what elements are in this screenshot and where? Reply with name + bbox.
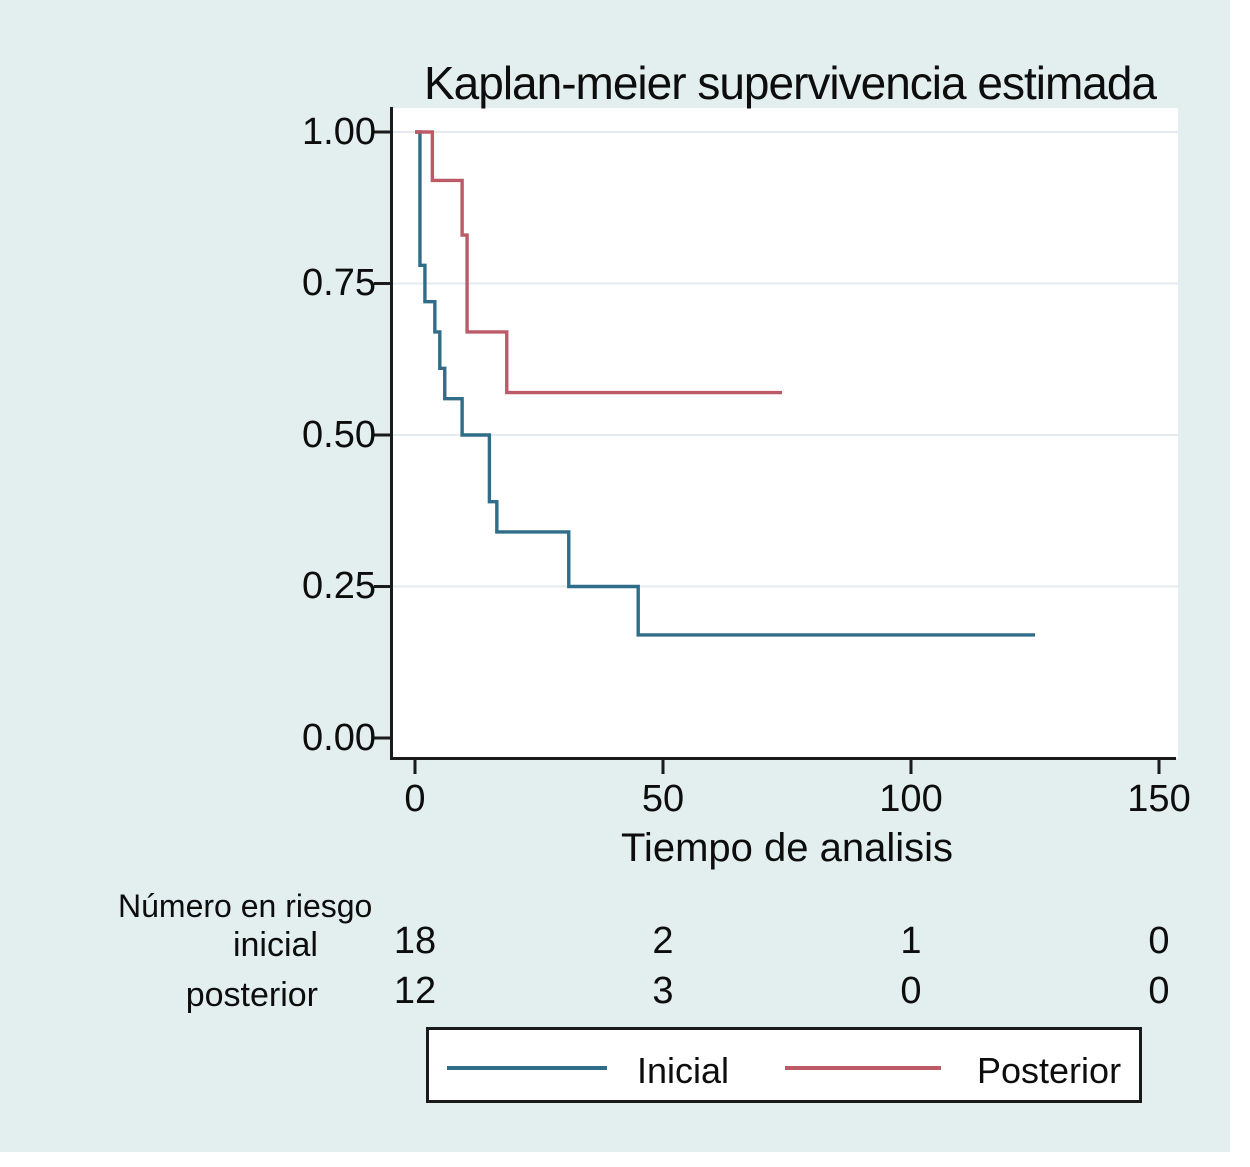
y-tick-label-0.50: 0.50: [302, 414, 376, 456]
plot-area: [390, 108, 1178, 758]
y-tick-label-0.25: 0.25: [302, 565, 376, 607]
chart-title: Kaplan-meier supervivencia estimada: [423, 57, 1157, 109]
y-tick-marks: [374, 130, 390, 740]
risk-value: 0: [900, 970, 922, 1012]
risk-value: 3: [652, 970, 674, 1012]
legend-box: Inicial Posterior: [426, 1027, 1142, 1103]
y-tick-label-0.00: 0.00: [302, 717, 376, 759]
risk-value: 1: [900, 920, 922, 962]
risk-value: 0: [1148, 970, 1170, 1012]
survival-curves: [415, 130, 1035, 637]
gridlines: [392, 131, 1178, 588]
risk-value: 12: [393, 970, 437, 1012]
risk-value: 18: [393, 920, 437, 962]
x-tick-label-50: 50: [641, 778, 685, 820]
x-axis-title: Tiempo de analisis: [620, 826, 953, 870]
legend-label-posterior: Posterior: [977, 1050, 1122, 1091]
x-tick-label-150: 150: [1127, 778, 1191, 820]
axes: [390, 107, 1176, 760]
y-tick-label-1.00: 1.00: [302, 111, 376, 153]
risk-table-header: Número en riesgo: [118, 888, 373, 924]
curve-posterior: [415, 130, 783, 395]
legend-line-posterior: [785, 1066, 941, 1070]
y-tick-label-0.75: 0.75: [302, 262, 376, 304]
risk-row-label-inicial: inicial: [232, 926, 318, 964]
risk-value: 0: [1148, 920, 1170, 962]
x-tick-marks: [413, 758, 1161, 774]
curve-inicial: [415, 130, 1035, 637]
risk-row-label-posterior: posterior: [185, 976, 318, 1014]
legend-line-inicial: [447, 1066, 607, 1070]
x-tick-label-100: 100: [879, 778, 943, 820]
x-tick-label-0: 0: [404, 778, 426, 820]
risk-value: 2: [652, 920, 674, 962]
legend-label-inicial: Inicial: [637, 1050, 730, 1091]
